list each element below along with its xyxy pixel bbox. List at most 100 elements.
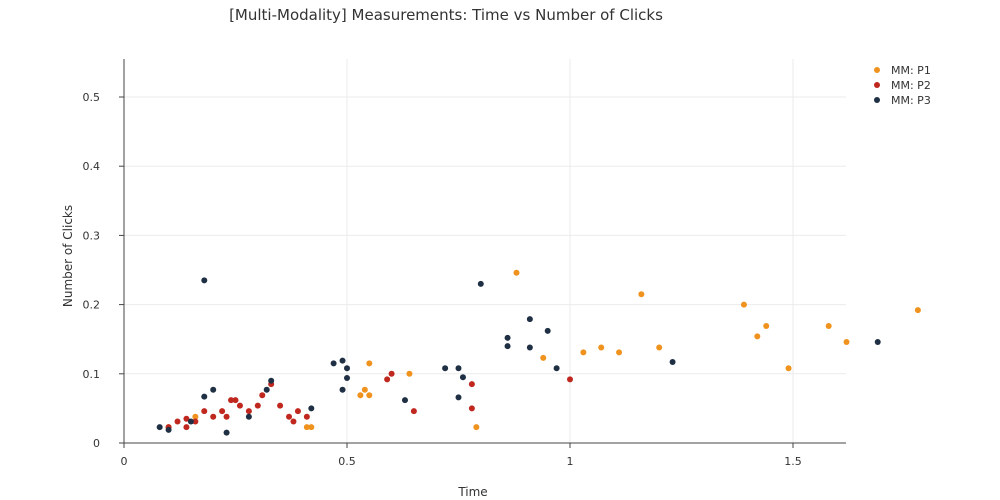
data-point (526, 344, 533, 351)
chart-title: [Multi-Modality] Measurements: Time vs N… (229, 6, 663, 24)
data-point (344, 365, 350, 372)
data-point (201, 277, 208, 284)
data-point (210, 386, 217, 393)
legend-marker (874, 82, 880, 88)
data-point (785, 365, 792, 372)
data-point (598, 344, 605, 351)
data-point (459, 374, 466, 381)
data-point (504, 343, 511, 350)
data-point (165, 426, 172, 433)
y-tick-label: 0 (93, 437, 100, 450)
data-point (201, 393, 208, 400)
data-point (290, 418, 297, 425)
data-point (228, 397, 235, 404)
data-point (254, 402, 261, 409)
y-tick-label: 0.3 (83, 229, 101, 242)
data-point (638, 291, 645, 298)
data-point (656, 344, 663, 351)
y-tick-label: 0.4 (83, 160, 101, 173)
data-point (286, 413, 293, 420)
data-point (263, 386, 270, 393)
legend-item[interactable]: MM: P2 (874, 79, 931, 92)
y-tick-label: 0.1 (83, 368, 101, 381)
data-point (192, 413, 199, 420)
data-point (303, 413, 310, 420)
data-point (308, 424, 315, 431)
legend-label: MM: P1 (891, 64, 931, 77)
data-point (219, 408, 226, 415)
data-point (468, 381, 475, 388)
data-point (914, 307, 921, 314)
tick-labels: 00.511.522.5300.10.20.30.40.5 (83, 91, 802, 468)
axes (119, 59, 846, 448)
legend-label: MM: P2 (891, 79, 931, 92)
data-point (183, 415, 190, 422)
data-point (344, 374, 350, 381)
data-point (236, 402, 243, 409)
data-point (874, 338, 881, 345)
data-point (388, 370, 395, 377)
series-mm-p2 (165, 370, 573, 431)
data-point (366, 360, 373, 367)
data-point (473, 424, 480, 431)
data-point (174, 418, 181, 425)
data-point (553, 365, 560, 372)
data-point (763, 323, 770, 330)
data-point (401, 397, 408, 404)
data-point (442, 365, 449, 372)
data-point (330, 360, 337, 367)
y-tick-label: 0.5 (83, 91, 101, 104)
data-point (455, 394, 462, 401)
data-point (468, 405, 475, 412)
y-axis-label: Number of Clicks (61, 205, 75, 307)
legend-marker (874, 97, 880, 103)
grid-lines (124, 59, 846, 443)
data-point (754, 333, 761, 340)
data-point (294, 408, 301, 415)
data-point (357, 392, 364, 399)
data-point (384, 376, 391, 383)
data-point (201, 408, 208, 415)
data-point (232, 397, 239, 404)
data-point (580, 349, 587, 356)
data-point (183, 424, 190, 431)
data-point (223, 413, 230, 420)
data-point (740, 301, 747, 308)
data-point (277, 402, 284, 409)
data-point (361, 386, 368, 393)
data-point (410, 408, 417, 415)
data-points (156, 269, 921, 436)
data-point (303, 424, 310, 431)
legend-marker (874, 67, 880, 73)
x-tick-label: 1 (567, 455, 574, 468)
series-mm-p3 (156, 277, 881, 436)
legend-label: MM: P3 (891, 94, 931, 107)
data-point (187, 418, 194, 425)
y-tick-label: 0.2 (83, 299, 101, 312)
data-point (669, 359, 676, 366)
x-tick-label: 0 (121, 455, 128, 468)
data-point (192, 418, 199, 425)
series-mm-p1 (165, 269, 921, 431)
x-tick-label: 0.5 (338, 455, 356, 468)
data-point (268, 377, 275, 384)
data-point (843, 338, 850, 345)
data-point (540, 354, 547, 361)
data-point (455, 365, 462, 372)
data-point (366, 392, 373, 399)
legend-item[interactable]: MM: P3 (874, 94, 931, 107)
data-point (825, 323, 832, 330)
data-point (259, 392, 266, 399)
data-point (544, 327, 551, 334)
data-point (339, 357, 346, 364)
legend[interactable]: MM: P1 MM: P2 MM: P3 (874, 64, 931, 107)
data-point (477, 280, 484, 287)
data-point (245, 408, 252, 415)
data-point (513, 269, 520, 276)
data-point (156, 424, 163, 431)
legend-item[interactable]: MM: P1 (874, 64, 931, 77)
data-point (504, 334, 511, 341)
data-point (245, 413, 252, 420)
x-tick-label: 1.5 (784, 455, 802, 468)
